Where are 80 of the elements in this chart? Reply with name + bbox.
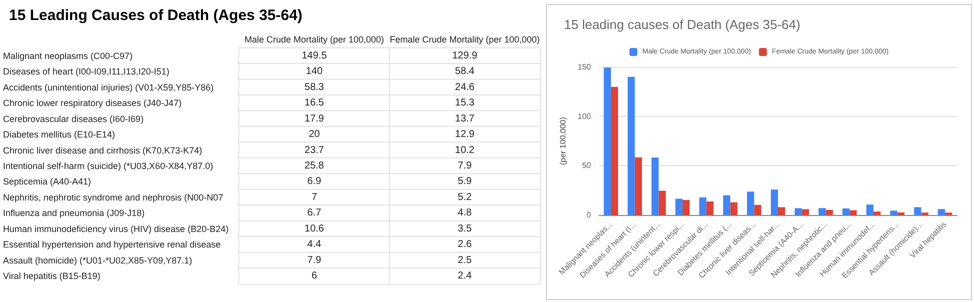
bar bbox=[794, 208, 802, 215]
chart-title: 15 Leading Causes of Death (Ages 35-64) bbox=[9, 7, 302, 24]
bar bbox=[746, 192, 754, 215]
bar bbox=[610, 86, 618, 215]
data-label: 6 bbox=[311, 270, 318, 282]
data-label: 6.7 bbox=[307, 208, 322, 219]
bar bbox=[850, 210, 857, 215]
data-label: 23.7 bbox=[304, 144, 324, 156]
bar bbox=[897, 212, 904, 215]
bar bbox=[873, 212, 881, 215]
bar bbox=[682, 200, 690, 215]
y-tick-label: Malignant neoplasms (C00-C97) bbox=[3, 50, 133, 61]
data-label: 4.4 bbox=[307, 239, 322, 250]
data-label: 7 bbox=[311, 192, 318, 203]
bar bbox=[842, 208, 850, 215]
data-label: 17.9 bbox=[304, 113, 324, 124]
bar bbox=[770, 190, 778, 215]
bar bbox=[628, 76, 635, 215]
y-tick-label: Septicemia (A40-A41) bbox=[3, 176, 92, 187]
bar bbox=[652, 157, 659, 215]
data-label: 7.9 bbox=[458, 160, 472, 172]
y-tick-label: 0 bbox=[586, 210, 592, 220]
bar bbox=[723, 195, 730, 215]
y-axis-title: (per 100,000) bbox=[558, 116, 568, 166]
data-label: 7.9 bbox=[307, 254, 322, 266]
bar bbox=[730, 202, 738, 215]
data-label: 20 bbox=[308, 129, 320, 140]
bar bbox=[914, 207, 922, 215]
y-tick-label: Human immunodeficiency virus (HIV) disease (B20-B24) bbox=[3, 224, 229, 234]
y-tick-label: Accidents (unintentional injuries) (V01-X59,Y85-Y86) bbox=[3, 82, 214, 92]
y-tick-label: 150 bbox=[578, 62, 592, 72]
bar bbox=[699, 197, 706, 215]
data-label: 58.4 bbox=[455, 66, 475, 78]
y-tick-label: Diabetes mellitus (E10-E14) bbox=[3, 130, 116, 140]
data-label: 58.3 bbox=[304, 82, 324, 93]
y-tick-label: Chronic liver disease and cirrhosis (K70,K73-K74) bbox=[3, 145, 202, 156]
y-tick-label: Chronic lower respiratory diseases (J40-J47) bbox=[3, 98, 182, 108]
y-tick-label: Influenza and pneumonia (J09-J18) bbox=[3, 208, 145, 218]
y-tick-label: Essential hypertension and hypertensive renal disease bbox=[3, 240, 221, 250]
data-label: 2.4 bbox=[458, 270, 472, 282]
data-label: 15.3 bbox=[455, 98, 475, 109]
data-label: 2.6 bbox=[458, 239, 472, 250]
y-tick-label: Viral hepatitis (B15-B19) bbox=[3, 271, 100, 282]
bar bbox=[604, 67, 611, 215]
y-tick-label: 100 bbox=[578, 112, 592, 121]
bar bbox=[658, 190, 666, 215]
data-label: 129.9 bbox=[452, 50, 478, 62]
data-label: 140 bbox=[306, 66, 324, 78]
bar bbox=[675, 198, 683, 215]
bar bbox=[826, 210, 833, 215]
y-tick-label: Diseases of heart (I00-I09,I11,I13,I20-I51) bbox=[3, 66, 170, 77]
bar bbox=[938, 209, 946, 215]
bar bbox=[754, 204, 762, 215]
data-label: 149.5 bbox=[302, 50, 328, 62]
data-label: 13.7 bbox=[455, 113, 475, 124]
y-tick-label: Cerebrovascular diseases (I60-I69) bbox=[3, 114, 144, 124]
data-label: 25.8 bbox=[304, 160, 324, 172]
bar bbox=[818, 208, 826, 215]
y-tick-label: Nephritis, nephrotic syndrome and nephrosis (N00-N07 bbox=[3, 192, 224, 202]
y-tick-label: Intentional self-harm (suicide) (*U03,X60-X84,Y87.0) bbox=[3, 161, 214, 171]
data-label: 3.5 bbox=[458, 223, 472, 234]
y-tick-label: Assault (homicide) (*U01-*U02,X85-Y09,Y87.1) bbox=[3, 255, 192, 266]
data-label: 10.6 bbox=[304, 223, 324, 234]
data-label: 5.9 bbox=[458, 176, 472, 188]
bar bbox=[802, 209, 810, 215]
data-label: 2.5 bbox=[458, 254, 472, 266]
data-label: 4.8 bbox=[458, 208, 472, 219]
y-tick-label: 50 bbox=[582, 161, 592, 170]
data-label: 16.5 bbox=[304, 98, 324, 109]
bar bbox=[890, 210, 898, 215]
data-label: 6.9 bbox=[307, 176, 322, 188]
data-label: 12.9 bbox=[455, 129, 475, 140]
chart-title: 15 leading causes of Death (Ages 35-64) bbox=[564, 17, 800, 32]
bar bbox=[706, 201, 714, 215]
data-label: 5.2 bbox=[458, 192, 472, 203]
bar bbox=[866, 204, 874, 215]
data-label: 24.6 bbox=[455, 82, 475, 93]
data-label: 10.2 bbox=[455, 144, 475, 156]
bar bbox=[634, 157, 642, 215]
bar bbox=[778, 207, 786, 215]
